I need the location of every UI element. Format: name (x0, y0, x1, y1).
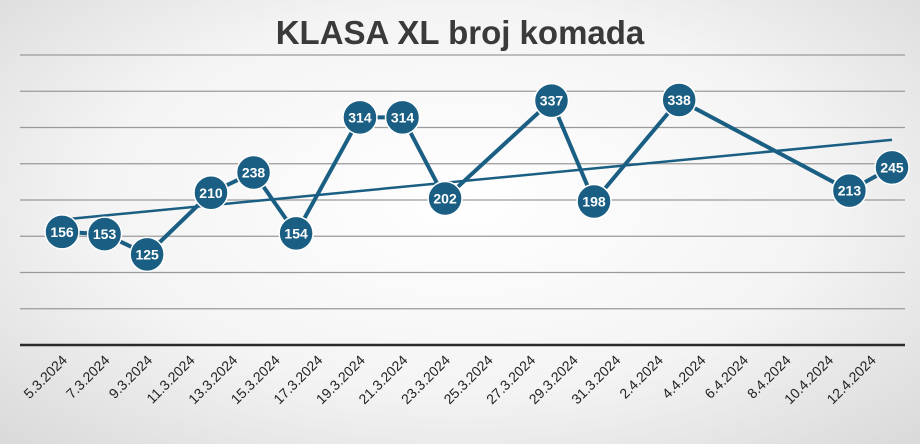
data-point (831, 172, 868, 209)
data-point (278, 215, 314, 252)
data-point (342, 99, 378, 136)
data-label: 125 (135, 246, 159, 262)
series-group: 156 153 125 210 238 154 314 314 202 337 198 338 213 2… (44, 82, 910, 273)
data-point (874, 149, 910, 186)
x-tick-labels: 5.3.20247.3.20249.3.202411.3.202413.3.20… (20, 352, 879, 408)
data-label: 213 (838, 183, 862, 199)
data-label: 245 (880, 159, 904, 175)
data-label: 156 (50, 224, 74, 240)
series-line (61, 97, 893, 257)
x-tick-label: 2.4.2024 (616, 352, 666, 402)
data-label: 198 (582, 193, 606, 209)
data-point (576, 183, 612, 220)
x-tick-label: 6.4.2024 (701, 352, 751, 402)
data-point (193, 175, 229, 211)
chart-title: KLASA XL broj komada (275, 14, 645, 51)
data-point (427, 180, 463, 217)
data-point (235, 154, 272, 191)
trendline (61, 138, 893, 221)
x-tick-label: 5.3.2024 (20, 352, 70, 402)
data-label: 202 (433, 191, 457, 207)
data-label: 153 (93, 226, 117, 242)
data-label: 338 (667, 92, 691, 108)
data-label: 337 (540, 93, 564, 109)
data-point (86, 216, 123, 252)
data-label: 314 (391, 109, 415, 125)
data-point (129, 236, 165, 273)
data-label: 210 (199, 185, 223, 201)
x-tick-label: 7.3.2024 (63, 352, 113, 402)
data-point (384, 99, 421, 136)
data-label: 154 (284, 225, 308, 241)
trendline-group (61, 138, 893, 221)
data-point (661, 82, 697, 118)
x-tick-label: 4.4.2024 (659, 352, 709, 402)
data-point (533, 82, 570, 119)
data-label: 238 (242, 164, 266, 180)
data-point (44, 214, 80, 250)
data-label: 314 (348, 109, 372, 125)
